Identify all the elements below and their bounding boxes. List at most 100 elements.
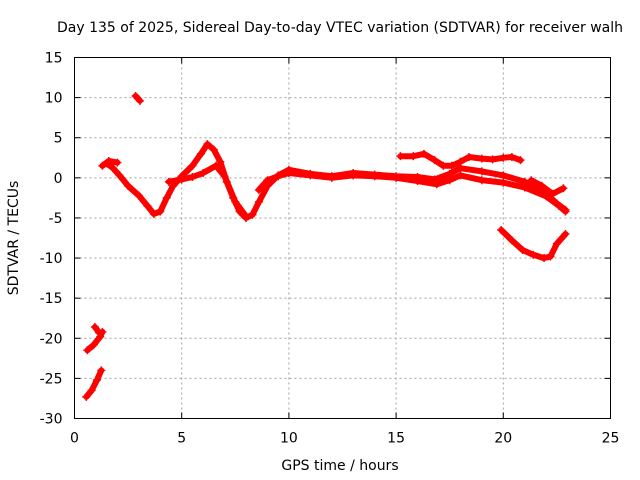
data-point xyxy=(488,155,497,164)
data-point xyxy=(115,171,124,180)
data-point xyxy=(499,153,508,162)
data-point xyxy=(445,176,454,185)
x-tick-label: 15 xyxy=(387,431,405,447)
data-point xyxy=(188,161,197,170)
data-point xyxy=(430,156,439,165)
chart-title: Day 135 of 2025, Sidereal Day-to-day VTE… xyxy=(57,20,623,36)
data-point xyxy=(156,207,165,216)
data-point xyxy=(203,140,212,149)
y-axis-label: SDTVAR / TECUs xyxy=(6,181,22,296)
data-point xyxy=(546,252,555,261)
data-point xyxy=(98,161,107,170)
data-point xyxy=(432,180,441,189)
y-tick-label: -25 xyxy=(40,371,63,387)
grid-lines xyxy=(74,57,611,419)
series-line xyxy=(83,367,105,400)
y-tick-label: -5 xyxy=(49,211,63,227)
data-point xyxy=(537,181,546,190)
data-series xyxy=(82,92,570,401)
series-track-e xyxy=(527,176,568,198)
series-track-k xyxy=(98,156,122,170)
series-line xyxy=(498,227,569,262)
data-point xyxy=(254,185,263,194)
data-point xyxy=(561,229,570,238)
data-point xyxy=(216,157,225,166)
x-axis-label: GPS time / hours xyxy=(281,458,398,474)
data-point xyxy=(477,154,486,163)
data-point xyxy=(529,250,538,259)
data-point xyxy=(242,212,251,221)
data-point xyxy=(284,169,293,178)
data-point xyxy=(542,192,551,201)
series-track-c xyxy=(254,169,570,216)
data-point xyxy=(447,161,456,170)
data-point xyxy=(93,375,102,384)
data-point xyxy=(124,181,133,190)
data-point xyxy=(520,183,529,192)
data-point xyxy=(456,171,465,180)
data-point xyxy=(149,209,158,218)
data-point xyxy=(209,145,218,154)
data-point xyxy=(507,152,516,161)
data-point xyxy=(109,164,118,173)
x-tick-label: 10 xyxy=(280,431,298,447)
data-point xyxy=(83,346,92,355)
data-point xyxy=(254,197,263,206)
data-point xyxy=(143,201,152,210)
data-point xyxy=(212,161,221,170)
data-point xyxy=(131,92,140,101)
data-point xyxy=(87,386,96,395)
data-point xyxy=(90,323,99,332)
data-point xyxy=(439,161,448,170)
series-line xyxy=(528,177,567,197)
data-point xyxy=(327,173,336,182)
x-tick-label: 5 xyxy=(177,431,186,447)
data-point xyxy=(370,172,379,181)
data-point xyxy=(464,152,473,161)
data-point xyxy=(104,156,113,165)
series-track-d xyxy=(396,149,525,170)
axis-ticks xyxy=(74,57,611,419)
data-point xyxy=(552,239,561,248)
data-point xyxy=(162,193,171,202)
data-point xyxy=(164,177,173,186)
data-point xyxy=(561,207,570,216)
data-point xyxy=(392,173,401,182)
plot-frame xyxy=(74,57,611,419)
data-point xyxy=(97,366,106,375)
data-point xyxy=(306,171,315,180)
y-tick-label: -30 xyxy=(40,412,63,428)
data-point xyxy=(95,328,104,337)
data-point xyxy=(248,210,257,219)
data-point xyxy=(231,197,240,206)
data-point xyxy=(274,172,283,181)
data-point xyxy=(188,173,197,182)
data-point xyxy=(507,236,516,245)
data-point xyxy=(113,158,122,167)
x-tick-label: 25 xyxy=(602,431,620,447)
series-track-g xyxy=(131,92,144,105)
data-point xyxy=(89,340,98,349)
data-point xyxy=(516,156,525,165)
data-point xyxy=(559,184,568,193)
data-point xyxy=(548,189,557,198)
data-point xyxy=(135,96,144,105)
data-point xyxy=(409,152,418,161)
data-point xyxy=(456,157,465,166)
tick-labels: 0 5 10 15 20 25 15 10 5 0 -5 -10 -15 -20 -25 -30 xyxy=(40,51,620,447)
data-point xyxy=(396,152,405,161)
series-track-j xyxy=(82,366,106,401)
data-point xyxy=(196,149,205,158)
y-tick-label: -10 xyxy=(40,251,63,267)
y-tick-label: 10 xyxy=(45,91,63,107)
data-point xyxy=(497,225,506,234)
data-point xyxy=(349,171,358,180)
data-point xyxy=(477,176,486,185)
data-point xyxy=(177,175,186,184)
data-point xyxy=(413,177,422,186)
data-point xyxy=(199,169,208,178)
y-tick-label: 0 xyxy=(54,171,63,187)
data-point xyxy=(82,392,91,401)
series-track-i xyxy=(90,323,104,337)
